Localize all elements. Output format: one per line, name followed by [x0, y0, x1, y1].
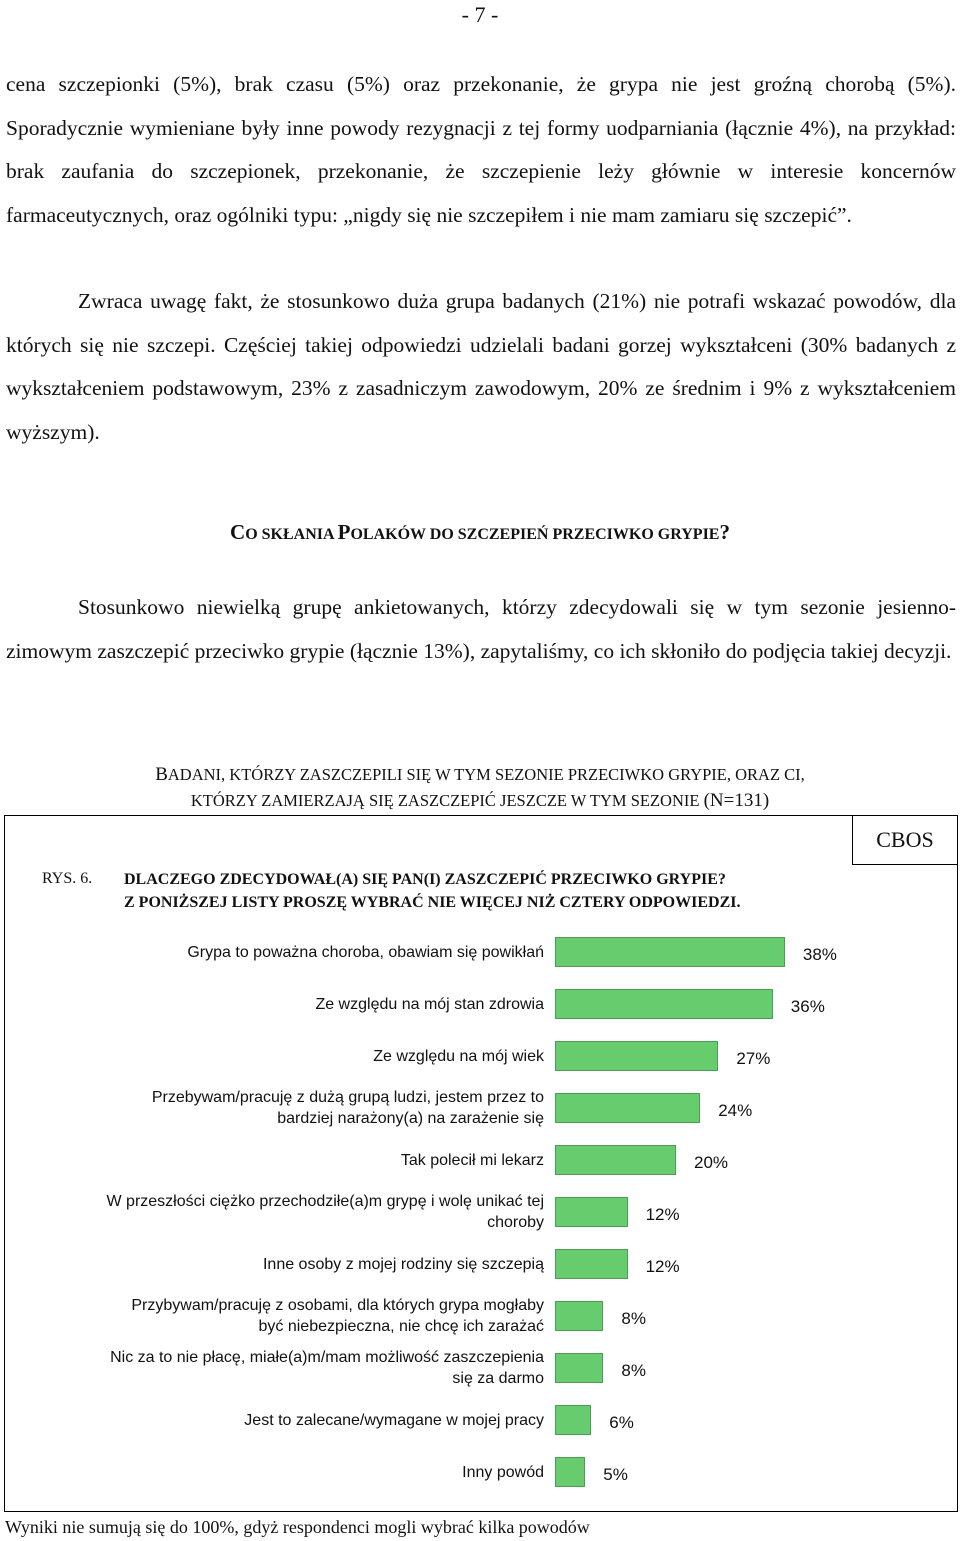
category-label: Inny powód — [462, 1463, 544, 1481]
category-label: Ze względu na mój wiek — [373, 1047, 544, 1065]
figure-frame — [4, 815, 958, 1512]
cbos-logo: CBOS — [852, 815, 958, 865]
bar — [555, 1405, 592, 1435]
bar — [555, 1041, 719, 1071]
bar — [555, 1353, 604, 1383]
bar — [555, 937, 785, 967]
value-label: 38% — [802, 945, 837, 964]
bar — [555, 1457, 586, 1487]
value-label: 27% — [736, 1049, 771, 1068]
category-label: Ze względu na mój stan zdrowia — [315, 995, 544, 1013]
value-label: 24% — [718, 1101, 753, 1120]
survey-question: DLACZEGO ZDECYDOWAŁ(A) SIĘ PAN(I) ZASZCZ… — [124, 871, 741, 911]
value-label: 6% — [609, 1413, 634, 1432]
value-label: 5% — [603, 1465, 628, 1484]
category-label: Nic za to nie płacę, miałe(a)m/mam możli… — [110, 1349, 544, 1387]
category-label: W przeszłości ciężko przechodziłe(a)m gr… — [106, 1193, 545, 1231]
bar — [555, 1093, 701, 1123]
figure-footnote: Wyniki nie sumują się do 100%, gdyż resp… — [5, 1517, 590, 1537]
category-label: Inne osoby z mojej rodziny się szczepią — [262, 1255, 544, 1273]
paragraph-2: Zwraca uwagę fakt, że stosunkowo duża gr… — [6, 289, 956, 444]
paragraph-1: cena szczepionki (5%), brak czasu (5%) o… — [6, 72, 956, 227]
paragraph-3: Stosunkowo niewielką grupę ankietowanych… — [6, 595, 956, 663]
value-label: 20% — [694, 1153, 729, 1172]
value-label: 12% — [645, 1205, 680, 1224]
section-heading: CO SKŁANIA POLAKÓW DO SZCZEPIEŃ PRZECIWK… — [230, 520, 730, 544]
figure-title-line-1: BADANI, KTÓRZY ZASZCZEPILI SIĘ W TYM SEZ… — [155, 764, 805, 785]
category-label: Przybywam/pracuję z osobami, dla których… — [131, 1297, 544, 1335]
category-label: Przebywam/pracuję z dużą grupą ludzi, je… — [151, 1089, 544, 1127]
value-label: 8% — [621, 1361, 646, 1380]
category-label: Grypa to poważna choroba, obawiam się po… — [187, 943, 544, 961]
figure-title-line-2: KTÓRZY ZAMIERZAJĄ SIĘ ZASZCZEPIĆ JESZCZE… — [190, 790, 770, 811]
bar — [555, 1197, 628, 1227]
bar — [555, 1145, 676, 1175]
bar — [555, 1301, 604, 1331]
bar — [555, 1249, 628, 1279]
category-label: Jest to zalecane/wymagane w mojej pracy — [244, 1411, 544, 1429]
value-label: 36% — [790, 997, 825, 1016]
category-label: Tak polecił mi lekarz — [400, 1151, 544, 1169]
figure-title: BADANI, KTÓRZY ZASZCZEPILI SIĘ W TYM SEZ… — [0, 762, 960, 814]
figure-number: RYS. 6. — [42, 870, 93, 887]
page-number: - 7 - — [461, 2, 499, 27]
value-label: 12% — [645, 1257, 680, 1276]
bar — [555, 989, 773, 1019]
value-label: 8% — [621, 1309, 646, 1328]
